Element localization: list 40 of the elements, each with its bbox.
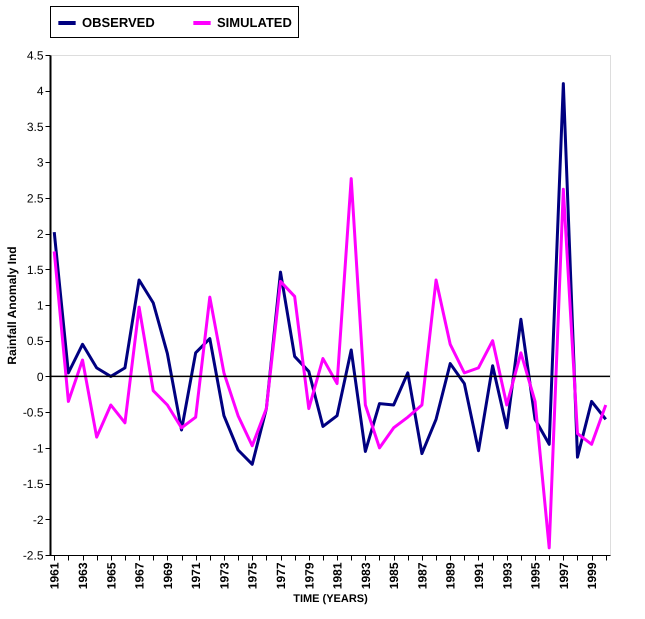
y-tick-label: 4.5 bbox=[26, 48, 44, 62]
y-tick-label: 1.5 bbox=[26, 262, 44, 277]
x-tick-label: 1989 bbox=[444, 562, 458, 590]
x-tick-label: 1991 bbox=[472, 562, 486, 590]
y-tick-label: 2.5 bbox=[26, 191, 44, 206]
x-tick-label: 1987 bbox=[415, 562, 430, 590]
x-tick-label: 1993 bbox=[500, 562, 514, 590]
x-tick-label: 1975 bbox=[246, 562, 260, 590]
x-tick-label: 1981 bbox=[330, 562, 345, 590]
legend-label: OBSERVED bbox=[82, 15, 155, 30]
x-tick-label: 1995 bbox=[528, 562, 543, 590]
y-axis-title: Rainfall Anomaly Ind bbox=[4, 246, 19, 365]
x-tick-label: 1977 bbox=[274, 562, 288, 590]
y-tick-label: 2 bbox=[36, 227, 44, 242]
x-tick-label: 1985 bbox=[387, 562, 402, 590]
x-tick-label: 1965 bbox=[104, 562, 118, 590]
x-tick-label: 1983 bbox=[358, 562, 373, 590]
x-tick-label: 1973 bbox=[217, 562, 232, 590]
legend-label: SIMULATED bbox=[217, 15, 292, 30]
x-tick-label: 1969 bbox=[160, 562, 175, 590]
x-tick-label: 1999 bbox=[585, 562, 600, 590]
y-tick-label: -1.5 bbox=[22, 477, 44, 492]
x-axis-title: TIME (YEARS) bbox=[293, 593, 368, 606]
y-tick-label: 0.5 bbox=[26, 334, 44, 348]
x-tick-label: 1997 bbox=[556, 562, 571, 590]
y-tick-label: -2.5 bbox=[22, 548, 44, 562]
y-tick-label: -2 bbox=[32, 512, 44, 527]
x-tick-label: 1961 bbox=[48, 562, 62, 590]
y-tick-label: -0.5 bbox=[22, 406, 44, 420]
line-series bbox=[52, 177, 608, 550]
y-tick-label: 1 bbox=[36, 298, 44, 312]
x-tick-label: 1963 bbox=[76, 562, 90, 590]
x-tick-label: 1979 bbox=[302, 562, 316, 590]
y-tick-label: 3.5 bbox=[26, 120, 44, 134]
y-tick-label: 4 bbox=[36, 84, 44, 98]
x-tick-label: 1971 bbox=[189, 562, 204, 590]
x-tick-label: 1967 bbox=[132, 562, 147, 590]
y-tick-label: 0 bbox=[36, 370, 44, 384]
y-tick-label: 3 bbox=[36, 156, 44, 170]
y-tick-label: -1 bbox=[32, 441, 44, 456]
